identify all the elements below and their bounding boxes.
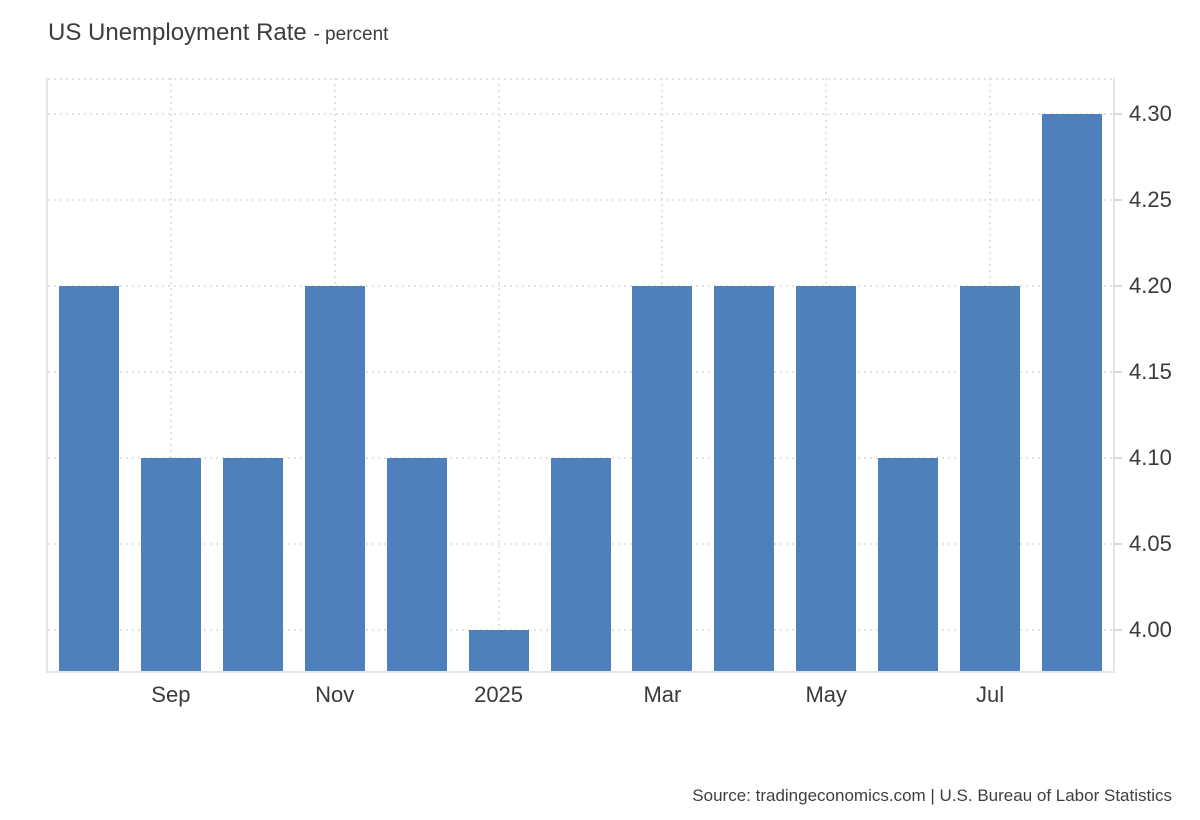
y-tick-mark <box>1113 628 1122 631</box>
y-tick-label: 4.05 <box>1129 530 1172 556</box>
plot-right-border <box>1113 78 1115 673</box>
h-gridline <box>48 113 1113 116</box>
x-tick-label: Sep <box>151 682 191 707</box>
bar[interactable] <box>550 457 611 671</box>
bar[interactable] <box>386 457 447 671</box>
bar[interactable] <box>304 285 365 671</box>
y-tick-label: 4.20 <box>1129 272 1172 298</box>
x-tick-label: Nov <box>315 682 355 707</box>
chart-title-unit: - percent <box>313 24 389 45</box>
x-tick-label: Jul <box>976 682 1005 707</box>
page-title: US Unemployment Rate - percent <box>48 19 388 47</box>
plot-left-border <box>46 78 48 673</box>
y-tick-label: 4.10 <box>1129 444 1172 470</box>
bar[interactable] <box>1042 114 1103 671</box>
bar[interactable] <box>878 457 939 671</box>
y-tick-label: 4.25 <box>1129 187 1172 213</box>
x-tick-label: Mar <box>643 682 682 707</box>
bar[interactable] <box>222 457 283 671</box>
x-tick-label: May <box>805 682 848 707</box>
y-tick-mark <box>1113 542 1122 545</box>
y-tick-mark <box>1113 113 1122 116</box>
bar[interactable] <box>140 457 201 671</box>
h-gridline <box>48 284 1113 287</box>
y-tick-label: 4.00 <box>1129 616 1172 642</box>
bar[interactable] <box>58 285 119 671</box>
bar[interactable] <box>632 285 693 671</box>
y-tick-mark <box>1113 284 1122 287</box>
y-tick-mark <box>1113 456 1122 459</box>
v-gridline <box>497 78 500 671</box>
source-attribution: Source: tradingeconomics.com | U.S. Bure… <box>692 786 1172 805</box>
chart-title-text: US Unemployment Rate <box>48 19 307 46</box>
plot-bottom-border <box>46 671 1115 673</box>
bar[interactable] <box>714 285 775 671</box>
y-tick-label: 4.15 <box>1129 358 1172 384</box>
y-tick-mark <box>1113 370 1122 373</box>
y-tick-label: 4.30 <box>1129 101 1172 127</box>
h-gridline <box>48 199 1113 202</box>
v-gridline <box>169 78 172 671</box>
h-gridline <box>48 370 1113 373</box>
bar[interactable] <box>960 285 1021 671</box>
bar[interactable] <box>468 629 529 671</box>
y-tick-mark <box>1113 199 1122 202</box>
bar[interactable] <box>796 285 857 671</box>
plot-top-border <box>48 78 1113 80</box>
x-tick-label: 2025 <box>474 682 524 707</box>
